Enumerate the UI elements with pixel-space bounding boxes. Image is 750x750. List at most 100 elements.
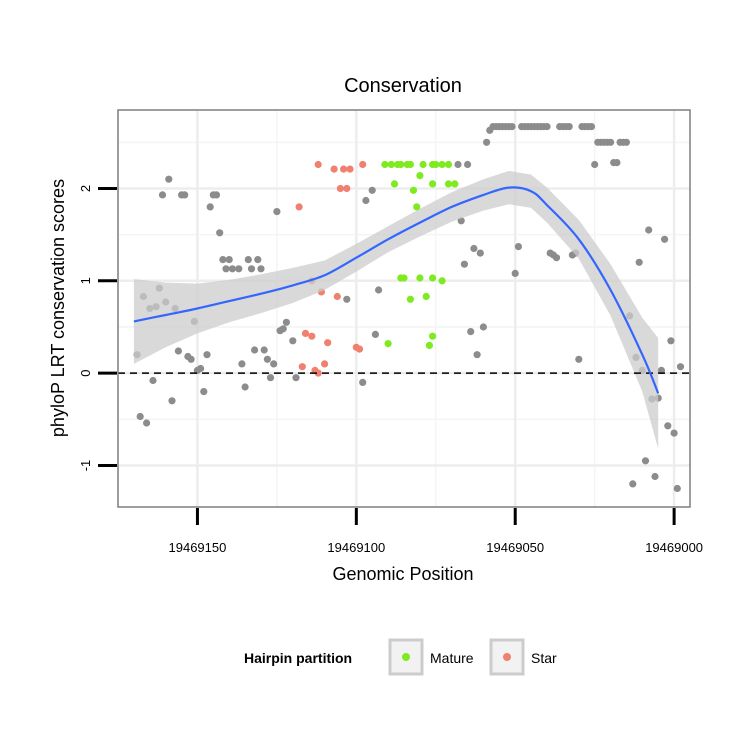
x-tick-label: 19469100 xyxy=(327,540,385,555)
legend-title: Hairpin partition xyxy=(244,650,352,666)
point-other xyxy=(622,138,631,146)
point-mature xyxy=(438,160,446,169)
point-other xyxy=(613,159,621,167)
point-other xyxy=(629,480,637,488)
point-other xyxy=(676,363,685,371)
x-tick-label: 19469050 xyxy=(486,540,544,555)
legend-item-mature: Mature xyxy=(388,638,474,676)
point-mature xyxy=(381,160,389,169)
point-other xyxy=(667,337,675,345)
point-other xyxy=(222,265,230,273)
point-other xyxy=(219,256,227,264)
point-star xyxy=(359,160,367,169)
legend: Hairpin partition Mature Star xyxy=(244,638,557,676)
point-other xyxy=(645,226,653,234)
smooth-trend-line xyxy=(133,186,660,394)
x-axis-title: Genomic Position xyxy=(332,564,473,584)
y-tick-label: 1 xyxy=(78,277,93,284)
point-mature xyxy=(409,186,418,194)
point-other xyxy=(670,429,678,437)
point-other xyxy=(467,328,475,336)
point-mature xyxy=(438,277,446,285)
point-other xyxy=(470,244,478,253)
legend-marker-star xyxy=(503,653,511,661)
point-mature xyxy=(416,172,424,180)
point-other xyxy=(263,355,271,363)
point-star xyxy=(301,329,310,337)
point-mature xyxy=(390,180,399,188)
point-other xyxy=(273,208,281,216)
point-other xyxy=(641,457,650,465)
point-other xyxy=(244,256,252,264)
point-mature xyxy=(400,274,408,282)
point-other xyxy=(368,186,376,194)
point-star xyxy=(324,339,332,347)
y-axis: -1 0 1 2 xyxy=(78,185,117,471)
point-other xyxy=(479,323,487,331)
point-star xyxy=(355,345,364,353)
y-axis-title: phyloP LRT conservation scores xyxy=(48,179,68,437)
y-tick-label: 2 xyxy=(78,185,93,192)
point-other xyxy=(181,191,189,199)
point-other xyxy=(664,422,672,430)
point-other xyxy=(168,397,176,405)
point-other xyxy=(476,249,484,257)
point-other xyxy=(282,318,290,326)
point-other xyxy=(292,374,300,382)
series-star xyxy=(295,160,367,377)
point-other xyxy=(508,123,516,131)
point-other xyxy=(251,346,259,354)
point-other xyxy=(238,360,246,368)
point-other xyxy=(371,330,379,338)
point-star xyxy=(333,292,341,301)
point-other xyxy=(454,160,462,169)
point-other xyxy=(212,191,221,199)
point-other xyxy=(587,123,596,131)
point-other xyxy=(136,412,144,421)
point-other xyxy=(216,229,224,237)
point-other xyxy=(289,337,297,345)
point-other xyxy=(203,351,211,359)
point-other xyxy=(254,256,262,264)
point-mature xyxy=(387,160,395,169)
point-other xyxy=(635,258,643,266)
point-star xyxy=(314,369,322,377)
point-other xyxy=(575,355,583,363)
y-tick-label: 0 xyxy=(78,369,93,376)
point-star xyxy=(314,160,322,169)
point-mature xyxy=(429,332,437,340)
point-other xyxy=(362,196,370,205)
point-other xyxy=(483,138,491,146)
point-other xyxy=(473,351,481,359)
plot-panel xyxy=(117,109,691,508)
point-star xyxy=(308,332,316,340)
point-other xyxy=(235,265,243,273)
point-star xyxy=(321,360,329,368)
point-other xyxy=(375,286,383,294)
point-other xyxy=(200,388,208,396)
point-other xyxy=(143,419,151,427)
point-mature xyxy=(413,203,421,211)
point-other xyxy=(460,260,468,268)
point-other xyxy=(514,243,523,251)
legend-label-mature: Mature xyxy=(430,650,474,666)
point-other xyxy=(197,364,205,373)
point-star xyxy=(330,165,338,173)
point-mature xyxy=(444,160,453,169)
point-other xyxy=(257,265,265,273)
point-other xyxy=(673,484,681,493)
point-other xyxy=(607,138,615,146)
point-other xyxy=(266,374,275,382)
point-other xyxy=(565,123,573,131)
point-other xyxy=(247,265,256,273)
point-mature xyxy=(451,180,459,188)
x-tick-label: 19469000 xyxy=(645,540,703,555)
point-other xyxy=(206,203,214,211)
point-mature xyxy=(416,274,424,282)
point-other xyxy=(260,346,268,354)
point-star xyxy=(340,165,348,173)
legend-label-star: Star xyxy=(531,650,557,666)
smooth-confidence-band xyxy=(133,170,659,449)
point-other xyxy=(241,383,249,391)
